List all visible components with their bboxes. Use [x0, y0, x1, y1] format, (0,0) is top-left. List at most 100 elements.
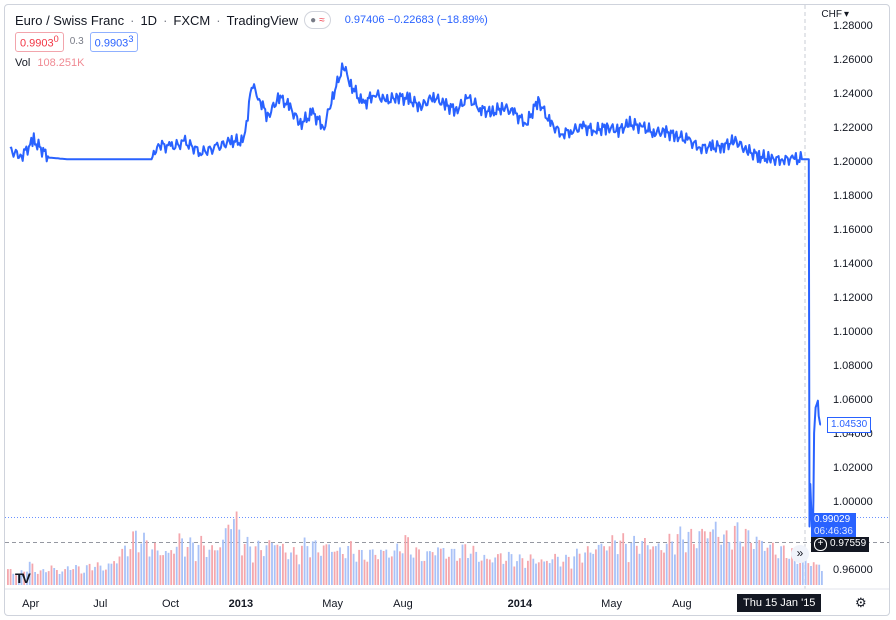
volume-bar: [284, 552, 287, 585]
tradingview-logo-icon[interactable]: TV: [15, 570, 31, 586]
volume-bar: [396, 543, 399, 585]
volume-bar: [546, 560, 548, 585]
volume-bar: [276, 544, 279, 585]
volume-legend[interactable]: Vol 108.251K: [15, 57, 84, 69]
volume-bar: [249, 546, 252, 585]
volume-bar: [47, 571, 50, 585]
price-change-pct: (−18.89%): [436, 14, 488, 26]
volume-bar: [34, 572, 36, 585]
volume-bar: [619, 540, 622, 585]
volume-bar: [20, 570, 23, 585]
volume-bar: [246, 536, 249, 585]
volume-bar: [480, 560, 483, 585]
volume-bar: [663, 552, 665, 585]
volume-bar: [818, 564, 821, 585]
volume-bar: [516, 561, 518, 585]
volume-bar: [412, 557, 415, 585]
volume-bar: [769, 544, 772, 585]
volume-bar: [434, 555, 437, 585]
sell-button[interactable]: 0.99030: [15, 32, 64, 52]
volume-bar: [657, 543, 660, 585]
volume-bar: [712, 529, 714, 585]
volume-bar: [265, 545, 268, 585]
volume-bar: [603, 546, 605, 585]
exchange-label: FXCM: [173, 12, 211, 28]
volume-bar: [388, 557, 390, 585]
double-chevron-right-icon[interactable]: »: [791, 545, 809, 563]
volume-bar: [578, 553, 581, 585]
volume-bar: [118, 556, 121, 585]
volume-bar: [298, 564, 301, 585]
volume-bar: [494, 557, 497, 585]
status-dot-icon: ●: [310, 14, 317, 26]
volume-bar: [135, 530, 137, 585]
volume-bar: [211, 545, 213, 585]
volume-bar: [399, 551, 401, 585]
volume-bar: [671, 541, 674, 585]
volume-bar: [61, 571, 64, 585]
gear-icon[interactable]: ⚙: [855, 595, 867, 610]
last-quote: 0.97406 −0.22683 (−18.89%): [345, 14, 488, 26]
volume-bar: [442, 548, 445, 585]
price-axis[interactable]: 1.28000 1.26000 1.24000 1.22000 1.20000 1.180…: [833, 20, 873, 576]
time-axis[interactable]: Apr Jul Oct 2013 May Aug 2014 May Aug: [22, 598, 692, 610]
volume-bar: [592, 553, 595, 585]
volume-bar: [693, 544, 695, 585]
price-grid: [5, 5, 889, 590]
bid-line-tag: 0.99029 06:46:36: [811, 513, 856, 539]
buy-button[interactable]: 0.99033: [89, 32, 139, 52]
volume-bar: [565, 554, 567, 585]
symbol-title[interactable]: Euro / Swiss Franc: [15, 12, 125, 28]
price-chart[interactable]: 1.28000 1.26000 1.24000 1.22000 1.20000 1.180…: [5, 5, 890, 616]
price-axis-tick-label: 1.24000: [833, 88, 873, 100]
volume-bar: [282, 543, 284, 585]
volume-bar: [627, 562, 630, 585]
volume-bar: [450, 548, 453, 585]
volume-bar: [197, 544, 200, 585]
volume-bar: [344, 558, 347, 585]
volume-bar: [747, 530, 750, 585]
volume-bar: [723, 534, 725, 585]
volume-bar: [105, 569, 107, 585]
price-axis-tick-label: 1.28000: [833, 20, 873, 32]
volume-bar: [469, 553, 472, 585]
volume-bar: [404, 535, 407, 585]
time-axis-tick-label: May: [601, 598, 622, 610]
volume-bar: [213, 550, 216, 585]
volume-bar: [407, 537, 409, 585]
volume-bar: [374, 554, 377, 585]
volume-bar: [17, 574, 20, 585]
volume-bar: [151, 549, 154, 585]
volume-bar: [491, 562, 494, 585]
chevron-down-icon: ▾: [843, 9, 849, 20]
volume-bar: [222, 539, 224, 585]
volume-bar: [369, 549, 371, 585]
volume-bar: [682, 539, 684, 585]
volume-bar: [292, 547, 295, 585]
volume-bar: [42, 569, 45, 585]
volume-bar: [518, 554, 521, 585]
volume-bar: [159, 555, 162, 585]
currency-selector[interactable]: CHF ▾: [821, 9, 849, 20]
volume-bar: [703, 531, 706, 585]
currency-label: CHF: [821, 9, 842, 20]
volume-bar: [649, 549, 652, 585]
volume-bar: [301, 545, 303, 585]
plus-icon[interactable]: +: [814, 538, 827, 551]
volume-bar: [28, 561, 31, 585]
volume-bar: [339, 547, 341, 585]
volume-bar: [668, 533, 671, 585]
volume-bar: [415, 547, 418, 585]
volume-bar: [635, 545, 638, 585]
volume-bar: [66, 566, 69, 585]
price-axis-tick-label: 1.06000: [833, 394, 873, 406]
volume-bar: [777, 558, 780, 585]
interval-label[interactable]: 1D: [140, 12, 158, 28]
volume-bar: [638, 553, 641, 585]
volume-bar: [431, 552, 434, 585]
market-status-pill[interactable]: ● ≈: [304, 11, 331, 29]
volume-bar: [529, 554, 532, 585]
volume-bar: [475, 551, 478, 585]
volume-bar: [325, 544, 328, 585]
bar-countdown: 06:46:36: [814, 526, 853, 537]
